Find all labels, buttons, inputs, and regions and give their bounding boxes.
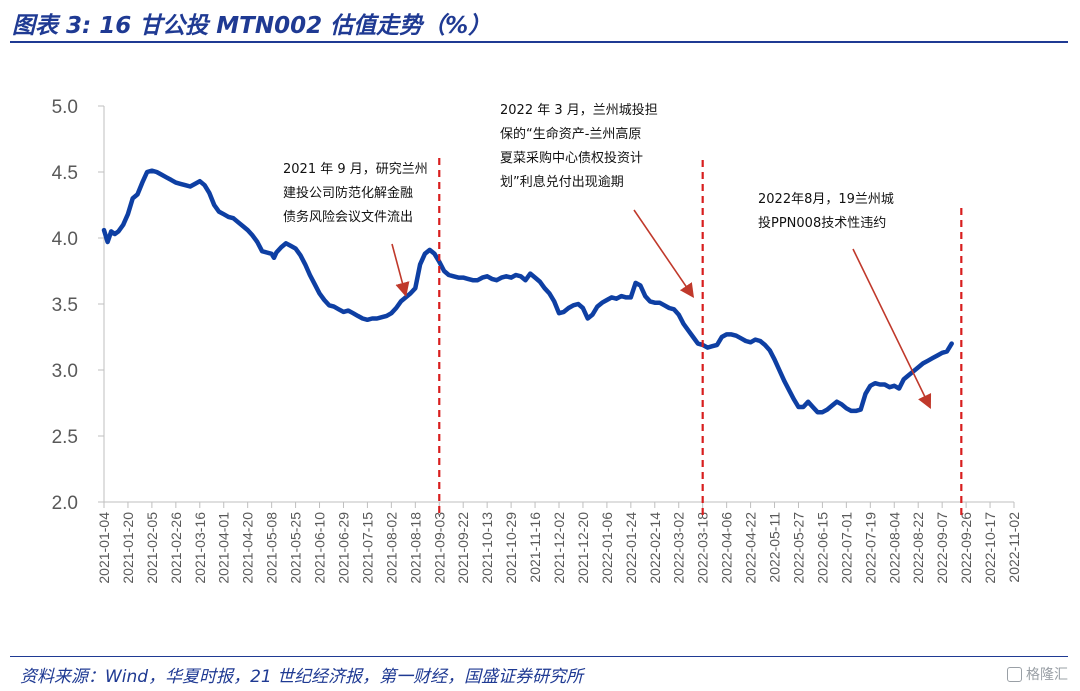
- x-tick-label: 2021-09-03: [431, 512, 447, 584]
- event-annotation-text: 投PPN008技术性违约: [758, 215, 886, 231]
- x-tick-label: 2022-03-18: [695, 512, 711, 584]
- event-arrow: [852, 248, 932, 410]
- event-arrow: [391, 243, 410, 297]
- x-tick-label: 2021-09-22: [455, 512, 471, 584]
- x-tick-label: 2022-11-02: [1006, 512, 1022, 583]
- footer-divider: [10, 656, 1068, 657]
- event-annotation-text: 建投公司防范化解金融: [283, 185, 413, 201]
- event-annotation-text: 夏菜采购中心债权投资计: [500, 150, 643, 166]
- valuation-series-line: [101, 168, 954, 415]
- x-tick-label: 2021-05-08: [264, 512, 280, 584]
- x-tick-label: 2021-04-01: [216, 512, 232, 584]
- x-tick-label: 2022-06-15: [814, 512, 830, 584]
- chart-title: 图表 3: 16 甘公投 MTN002 估值走势（%）: [12, 13, 492, 39]
- x-tick-label: 2021-01-20: [120, 512, 136, 584]
- y-axis-labels: 5.0 4.5 4.0 3.5 3.0 2.5 2.0: [52, 97, 104, 514]
- event-arrow: [633, 209, 695, 299]
- x-tick-label: 2022-08-04: [886, 512, 902, 584]
- x-tick-label: 2021-11-16: [527, 512, 543, 583]
- x-tick-label: 2022-09-07: [934, 512, 950, 584]
- event-annotation-text: 2021 年 9 月，研究兰州: [283, 162, 428, 177]
- event-annotation-text: 2022年8月，19兰州城: [758, 192, 894, 207]
- event-annotation-text: 债务风险会议文件流出: [283, 209, 413, 225]
- x-tick-label: 2022-10-17: [982, 512, 998, 584]
- y-tick-label: 2.5: [52, 427, 78, 448]
- x-tick-label: 2021-12-02: [551, 512, 567, 584]
- x-tick-label: 2021-10-29: [503, 512, 519, 584]
- y-tick-label: 4.0: [52, 229, 78, 250]
- x-tick-label: 2022-03-02: [671, 512, 687, 584]
- x-axis-labels: 2021-01-04 2021-01-20 2021-02-05 2021-02-26…: [96, 502, 1022, 584]
- x-tick-label: 2022-07-19: [862, 512, 878, 584]
- event-annotation-text: 划”利息兑付出现逾期: [500, 174, 624, 190]
- y-tick-label: 3.0: [52, 361, 78, 382]
- x-tick-label: 2021-02-26: [168, 512, 184, 584]
- x-tick-label: 2021-05-25: [288, 512, 304, 584]
- event-annotation-text: 2022 年 3 月，兰州城投担: [500, 102, 658, 118]
- x-tick-label: 2021-06-29: [335, 512, 351, 584]
- watermark-text: 格隆汇: [1026, 667, 1068, 683]
- x-tick-label: 2021-06-10: [312, 512, 328, 584]
- x-tick-label: 2021-01-04: [96, 512, 112, 584]
- x-tick-label: 2021-10-13: [479, 512, 495, 584]
- source-note: 资料来源：Wind，华夏时报，21 世纪经济报，第一财经，国盛证券研究所: [20, 667, 584, 687]
- watermark-logo-icon: [1007, 666, 1022, 682]
- x-tick-label: 2022-04-06: [719, 512, 735, 584]
- y-tick-label: 4.5: [52, 163, 78, 184]
- event-annotation-text: 保的“生命资产-兰州高原: [500, 126, 641, 142]
- x-tick-label: 2021-12-20: [575, 512, 591, 584]
- x-tick-label: 2022-05-11: [767, 512, 783, 583]
- x-tick-label: 2022-01-06: [599, 512, 615, 584]
- title-divider: [10, 41, 1068, 43]
- x-tick-label: 2022-09-26: [958, 512, 974, 584]
- y-tick-label: 5.0: [52, 97, 78, 118]
- x-tick-label: 2021-03-16: [192, 512, 208, 584]
- y-tick-label: 3.5: [52, 295, 78, 316]
- watermark: 格隆汇: [1007, 664, 1068, 684]
- x-tick-label: 2022-01-24: [623, 512, 639, 584]
- x-tick-label: 2022-04-22: [743, 512, 759, 584]
- x-tick-label: 2022-05-27: [790, 512, 806, 584]
- x-tick-label: 2022-02-14: [647, 512, 663, 584]
- x-tick-label: 2022-08-22: [910, 512, 926, 584]
- x-tick-label: 2021-04-20: [240, 512, 256, 584]
- x-tick-label: 2021-02-05: [144, 512, 160, 584]
- valuation-line-chart: 5.04.54.03.53.02.52.0 2021-01-04 2021-01-…: [52, 97, 1022, 584]
- x-tick-label: 2021-08-18: [407, 512, 423, 584]
- x-tick-label: 2022-07-01: [838, 512, 854, 584]
- x-tick-label: 2021-07-15: [359, 512, 375, 584]
- x-tick-label: 2021-08-02: [383, 512, 399, 584]
- y-tick-label: 2.0: [52, 493, 78, 514]
